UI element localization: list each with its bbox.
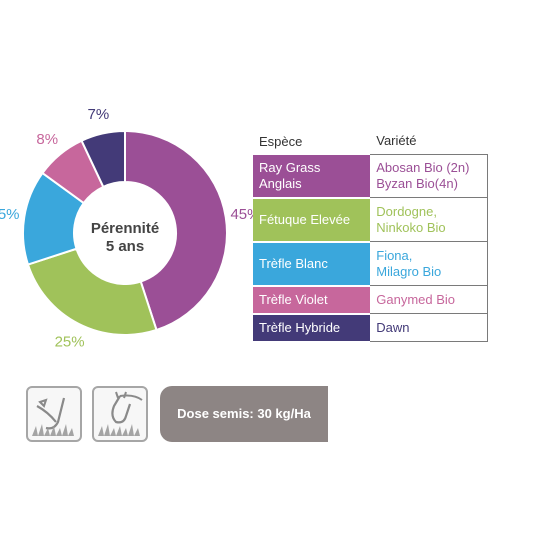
donut-slice-0 [124, 129, 228, 332]
header-variete: Variété [376, 133, 417, 148]
variete-line: Dawn [376, 319, 410, 335]
species-table: Espèce Variété Ray Grass Anglais Abosan Bi… [253, 130, 489, 343]
espece-line: Trèfle Blanc [259, 255, 328, 271]
pct-label-3: 8% [36, 131, 58, 148]
pct-label-1: 25% [55, 334, 85, 351]
donut-slice-4 [80, 129, 126, 189]
espece-cell: Fétuque Elevée [253, 197, 371, 243]
donut-chart: Pérennité 5 ans 45%25%15%8%7% [0, 106, 261, 351]
espece-line: Trèfle Violet [259, 291, 328, 307]
dose-badge: Dose semis: 30 kg/Ha [160, 386, 328, 442]
variete-cell: Abosan Bio (2n) Byzan Bio(4n) [370, 154, 489, 198]
table-row: Ray Grass Anglais Abosan Bio (2n) Byzan Bio… [253, 154, 489, 199]
espece-line: Anglais [259, 175, 302, 191]
table-row: Fétuque Elevée Dordogne, Ninkoko Bio [253, 197, 489, 243]
center-label-line-2: 5 ans [106, 238, 144, 255]
variete-cell: Dawn [370, 313, 489, 342]
table-row: Trèfle Hybride Dawn [253, 313, 489, 343]
espece-line: Trèfle Hybride [259, 319, 341, 335]
table-row: Trèfle Blanc Fiona, Milagro Bio [253, 241, 489, 287]
variete-line: Byzan Bio(4n) [376, 176, 458, 191]
header-espece: Espèce [259, 133, 303, 149]
variete-line: Abosan Bio (2n) [376, 160, 470, 175]
espece-cell: Trèfle Blanc [253, 241, 371, 287]
pct-label-4: 7% [88, 106, 110, 123]
variete-line: Ganymed Bio [376, 291, 456, 307]
donut-slice-1 [26, 247, 158, 336]
espece-cell: Trèfle Violet [253, 285, 371, 315]
variete-cell: Ganymed Bio [370, 285, 489, 314]
table-header-row: Espèce Variété [253, 130, 488, 155]
mowing-scythe-icon [32, 397, 74, 436]
table-row: Trèfle Violet Ganymed Bio [253, 285, 489, 315]
mowing-icon-box [26, 386, 82, 442]
espece-cell: Trèfle Hybride [253, 313, 371, 343]
variete-line: Milagro Bio [376, 263, 442, 279]
espece-cell: Ray Grass Anglais [253, 154, 371, 199]
espece-line: Ray Grass [259, 159, 321, 175]
variete-cell: Dordogne, Ninkoko Bio [370, 197, 489, 242]
variete-line: Dordogne, [376, 203, 437, 219]
center-label-line-1: Pérennité [91, 220, 159, 237]
espece-line: Fétuque Elevée [259, 211, 351, 227]
variete-line: Fiona, [376, 247, 413, 263]
pct-label-2: 15% [0, 206, 20, 223]
grazing-cow-icon [98, 391, 143, 436]
variete-line: Ninkoko Bio [376, 219, 446, 235]
grazing-icon-box [92, 386, 148, 442]
variete-cell: Fiona, Milagro Bio [370, 241, 489, 286]
